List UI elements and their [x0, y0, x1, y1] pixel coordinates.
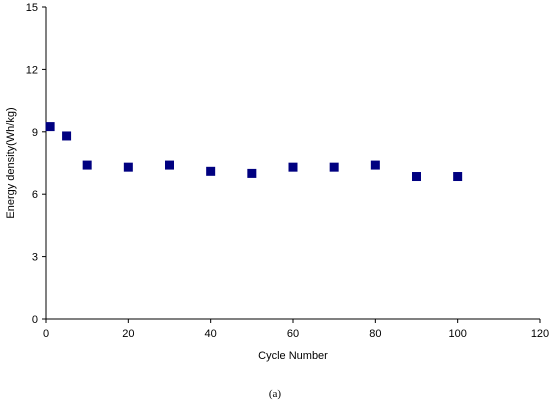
data-point: [370, 160, 380, 170]
data-point: [165, 160, 174, 170]
data-point: [123, 162, 133, 172]
data-point: [453, 172, 463, 182]
y-tick-label: 9: [32, 127, 38, 139]
y-tick-label: 12: [26, 64, 38, 76]
x-axis-title: Cycle Number: [258, 350, 328, 362]
x-tick-label: 20: [122, 328, 134, 340]
data-point: [45, 122, 55, 132]
y-tick-label: 6: [32, 189, 38, 201]
data-point: [62, 131, 72, 141]
data-point: [82, 160, 92, 170]
data-point: [247, 168, 257, 178]
x-tick-label: 120: [531, 328, 549, 340]
x-tick-label: 60: [287, 328, 299, 340]
y-tick-label: 0: [32, 314, 38, 326]
figure-caption: (a): [269, 388, 282, 400]
y-axis-title: Energy density(Wh/kg): [5, 107, 17, 218]
y-ticks: 0 3 6 9 12 15: [26, 2, 46, 326]
x-tick-label: 100: [448, 328, 466, 340]
data-point: [329, 162, 339, 172]
x-tick-label: 40: [205, 328, 217, 340]
y-tick-label: 3: [32, 252, 38, 264]
x-tick-label: 80: [369, 328, 381, 340]
data-point: [288, 162, 298, 172]
data-points: [45, 122, 463, 182]
y-tick-label: 15: [26, 2, 38, 14]
data-point: [206, 166, 216, 176]
data-point: [412, 172, 421, 182]
x-ticks: 0 20 40 60 80 100 120: [43, 319, 549, 340]
x-tick-label: 0: [43, 328, 49, 340]
